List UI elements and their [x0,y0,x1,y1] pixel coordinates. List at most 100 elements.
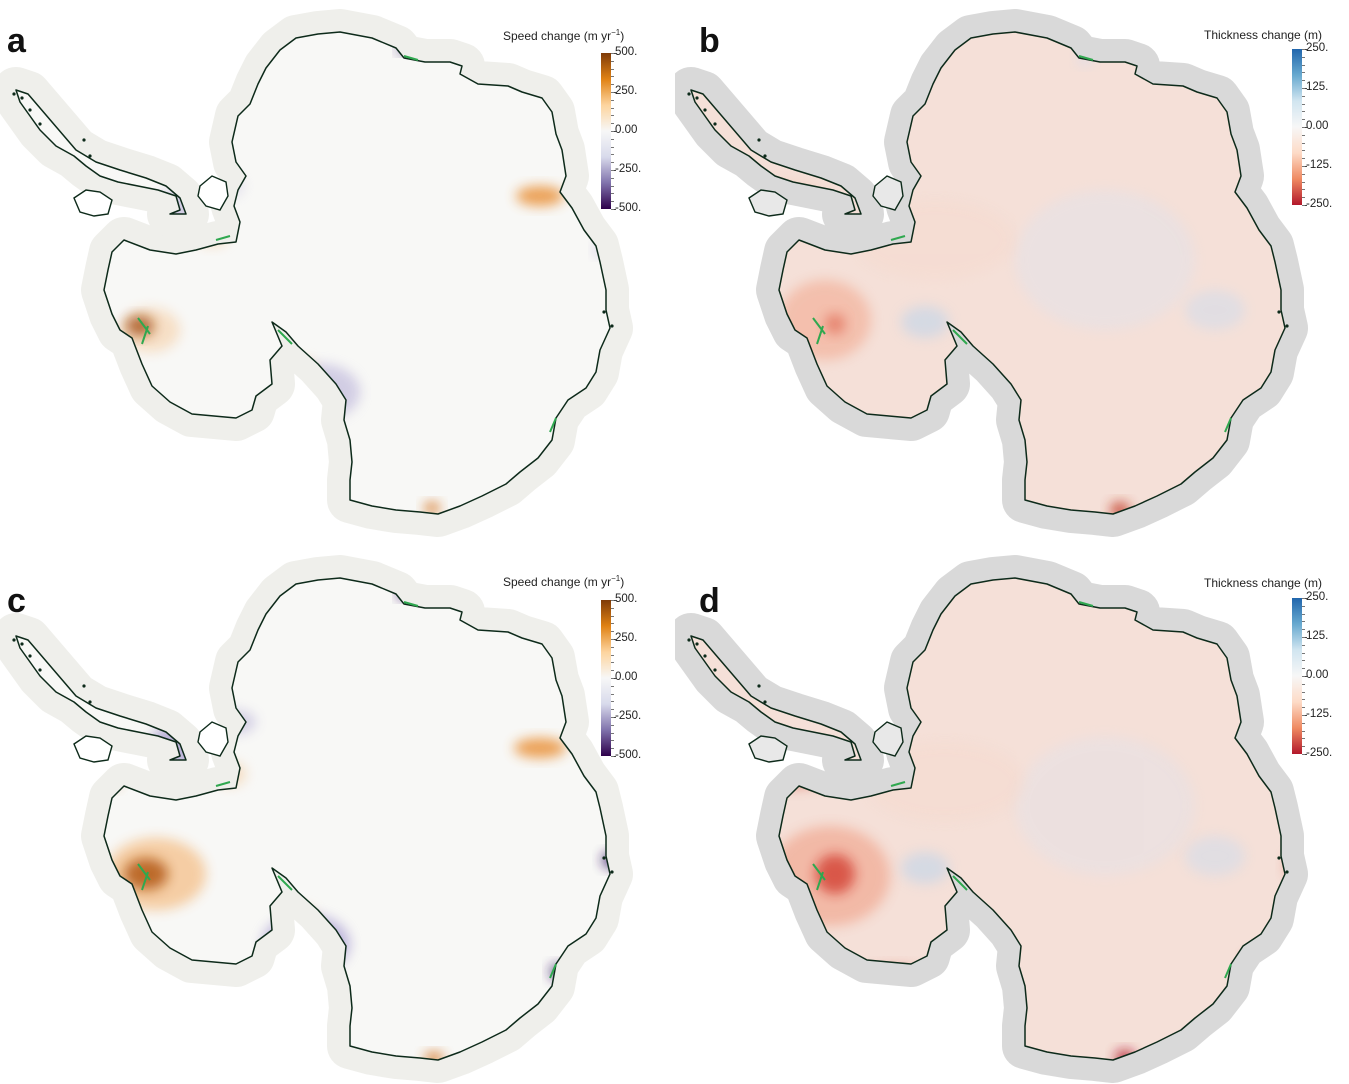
peninsula [691,636,861,760]
colorbar-minor-tick [1302,103,1305,105]
antarctica-map [0,9,633,537]
panel-c: c Speed change (m yr−1) 500. 250. 0.00 -250… [0,542,674,1084]
colorbar-minor-tick [1302,197,1305,199]
colorbar-minor-tick [1302,613,1305,615]
colorbar-minor-tick [1302,715,1305,716]
colorbar-minor-tick [611,115,614,117]
antarctica-map [0,555,633,1083]
colorbar-minor-tick [1302,668,1305,670]
colorbar-tick-label: -250. [615,163,642,175]
colorbar-minor-tick [611,701,614,703]
colorbar-minor-tick [1302,722,1305,724]
grounding-line [137,601,557,979]
colorbar-minor-tick [1302,746,1305,748]
colorbar-minor-tick [1302,111,1305,113]
ice-sheet [104,32,610,514]
colorbar-minor-tick [611,99,614,101]
colorbar-tick-label: -250. [1306,747,1333,759]
colorbar-minor-tick [611,92,614,93]
colorbar-minor-tick [1302,95,1305,97]
colorbar-minor-tick [1302,699,1305,701]
panel-b: b Thickness change (m) 250. 125. 0.00 -125.… [675,0,1349,542]
colorbar-minor-tick [1302,72,1305,74]
colorbar-tick-label: -125. [1306,159,1333,171]
colorbar-tick-label: 0.00 [1306,669,1329,681]
colorbar-tick-label: 250. [615,85,638,97]
colorbar-title: Thickness change (m) [1204,576,1323,590]
colorbar-minor-tick [1302,605,1305,607]
colorbar-minor-tick [1302,621,1305,623]
grounding-line [137,55,557,433]
colorbar-minor-tick [611,654,614,656]
colorbar-minor-tick [611,154,614,156]
colorbar-tick-label: 0.00 [615,124,638,136]
colorbar-tick-label: 500. [615,593,638,605]
colorbar-minor-tick [611,123,614,125]
colorbar-minor-tick [1302,134,1305,136]
panel-a: a Speed change (m yr−1) 500. 250. 0.00 -250… [0,0,674,542]
coastline [103,577,611,1061]
colorbar-minor-tick [1302,637,1305,638]
colorbar-minor-tick [611,185,614,187]
colorbar-minor-tick [611,607,614,609]
colorbar-minor-tick [1302,150,1305,152]
colorbar-tick-label: 0.00 [615,671,638,683]
colorbar-minor-tick [611,146,614,148]
colorbar-minor-tick [611,138,614,140]
colorbar-minor-tick [1302,754,1305,755]
peninsula [16,636,186,760]
colorbar-minor-tick [611,209,614,210]
colorbar-minor-tick [611,68,614,70]
colorbar-minor-tick [611,732,614,734]
colorbar-title: Speed change (m yr−1) [503,28,625,43]
colorbar-tick-label: 0.00 [1306,120,1329,132]
peninsula [16,90,186,214]
colorbar-minor-tick [611,646,614,648]
colorbar-minor-tick [611,162,614,164]
colorbar-minor-tick [1302,652,1305,654]
colorbar-minor-tick [1302,683,1305,685]
colorbar-minor-tick [611,717,614,718]
colorbar-minor-tick [1302,730,1305,732]
colorbar-minor-tick [611,740,614,742]
colorbar-minor-tick [1302,158,1305,160]
colorbar-tick-label: -500. [615,202,642,214]
colorbar-minor-tick [611,615,614,617]
colorbar-minor-tick [611,662,614,664]
colorbar-minor-tick [611,685,614,687]
colorbar-gradient [601,600,611,756]
colorbar-minor-tick [611,678,614,679]
colorbar-minor-tick [611,631,614,633]
colorbar-minor-tick [611,670,614,672]
colorbar-gradient [601,53,611,209]
colorbar-minor-tick [1302,598,1305,599]
panel-letter: d [699,582,720,620]
colorbar-title: Thickness change (m) [1204,28,1323,42]
colorbar-minor-tick [1302,691,1305,693]
colorbar-minor-tick [611,756,614,757]
colorbar-minor-tick [611,201,614,203]
coastline [103,31,611,515]
panel-letter: a [7,22,26,60]
colorbar-minor-tick [1302,56,1305,58]
panel-letter: c [7,582,26,620]
colorbar-minor-tick [1302,644,1305,646]
colorbar-minor-tick [611,107,614,109]
colorbar-minor-tick [611,709,614,711]
colorbar-minor-tick [1302,88,1305,89]
colorbar-tick-label: -250. [615,710,642,722]
colorbar-minor-tick [1302,173,1305,175]
colorbar-minor-tick [611,170,614,171]
panel-d: d Thickness change (m) 250. 125. 0.00 -125.… [675,542,1349,1084]
colorbar-minor-tick [1302,676,1305,677]
colorbar-minor-tick [611,193,614,195]
colorbar-minor-tick [611,748,614,750]
colorbar-minor-tick [1302,205,1305,206]
colorbar-tick-label: 250. [1306,591,1329,603]
colorbar-minor-tick [1302,189,1305,191]
colorbar-minor-tick [611,60,614,62]
colorbar-minor-tick [611,623,614,625]
colorbar-gradient [1292,49,1302,205]
colorbar-minor-tick [1302,64,1305,66]
colorbar-tick-label: 125. [1306,630,1329,642]
